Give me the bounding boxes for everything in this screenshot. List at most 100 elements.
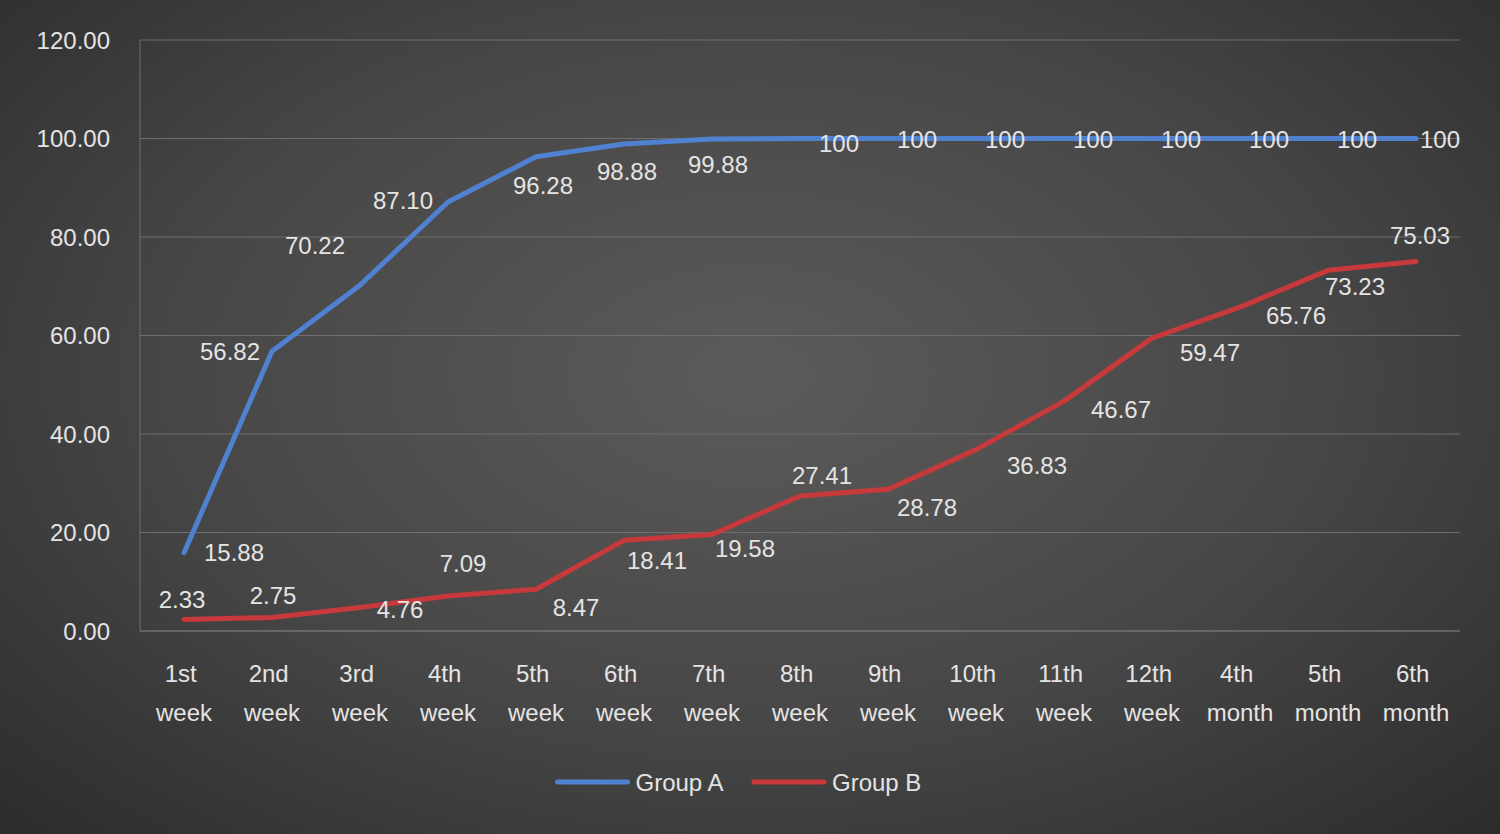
legend-swatch: [558, 780, 628, 785]
data-label: 100: [1249, 126, 1289, 153]
data-label: 65.76: [1266, 302, 1326, 329]
x-tick-label-line: week: [419, 699, 477, 726]
data-label: 18.41: [627, 547, 687, 574]
y-tick-label: 40.00: [50, 421, 110, 448]
data-label: 99.88: [688, 151, 748, 178]
x-tick-label: 9th week: [859, 660, 917, 726]
series-lines: [184, 139, 1416, 620]
grid-line: [140, 532, 1460, 533]
data-label: 87.10: [373, 187, 433, 214]
x-tick-label-line: 4th: [428, 660, 468, 687]
x-tick-label-line: 5th: [516, 660, 556, 687]
data-label: 2.33: [159, 586, 206, 613]
x-tick-label-line: 2nd: [249, 660, 296, 687]
data-label: 8.47: [553, 594, 600, 621]
data-label: 27.41: [792, 462, 852, 489]
x-tick-label-line: month: [1383, 699, 1450, 726]
x-tick-label: 12th week: [1123, 660, 1181, 726]
x-tick-label-line: 4th: [1220, 660, 1260, 687]
x-tick-label-line: 6th: [1396, 660, 1436, 687]
data-label: 36.83: [1007, 452, 1067, 479]
x-tick-label-line: 8th: [780, 660, 820, 687]
x-tick-label: 6th week: [595, 660, 653, 726]
series-line: [184, 139, 1416, 553]
data-label: 100: [1337, 126, 1377, 153]
x-tick-label-line: 3rd: [339, 660, 380, 687]
x-tick-label: 4th month: [1207, 660, 1274, 726]
x-tick-label-line: week: [771, 699, 829, 726]
data-label: 100: [1420, 126, 1460, 153]
data-label: 59.47: [1180, 339, 1240, 366]
grid-line: [140, 631, 1460, 632]
data-label: 73.23: [1325, 273, 1385, 300]
x-tick-label-line: week: [1123, 699, 1181, 726]
x-tick-label: 1st week: [155, 660, 213, 726]
data-label: 100: [1073, 126, 1113, 153]
x-tick-label-line: week: [947, 699, 1005, 726]
data-label: 4.76: [377, 596, 424, 623]
x-tick-label-line: week: [1035, 699, 1093, 726]
x-tick-label-line: week: [331, 699, 389, 726]
data-label: 28.78: [897, 494, 957, 521]
x-tick-label: 6th month: [1383, 660, 1450, 726]
data-label: 2.75: [250, 582, 297, 609]
data-label: 75.03: [1390, 222, 1450, 249]
chart: 0.00 20.00 40.00 60.00 80.00 100.00 120.00 1st …: [0, 0, 1500, 834]
legend: Group A Group B: [558, 769, 922, 796]
x-tick-label: 5th week: [507, 660, 565, 726]
legend-swatch: [754, 780, 824, 785]
x-tick-label: 4th week: [419, 660, 477, 726]
x-tick-label-line: week: [859, 699, 917, 726]
x-tick-label-line: 12th: [1125, 660, 1178, 687]
x-tick-label-line: week: [507, 699, 565, 726]
data-label: 56.82: [200, 338, 260, 365]
x-tick-label: 2nd week: [243, 660, 301, 726]
y-tick-label: 120.00: [37, 27, 110, 54]
data-label: 19.58: [715, 535, 775, 562]
x-tick-label: 8th week: [771, 660, 829, 726]
y-tick-label: 0.00: [63, 618, 110, 645]
x-tick-label-line: 7th: [692, 660, 732, 687]
y-tick-label: 60.00: [50, 322, 110, 349]
data-label: 100: [819, 130, 859, 157]
y-tick-label: 100.00: [37, 125, 110, 152]
grid-line: [140, 40, 1460, 41]
y-tick-label: 80.00: [50, 224, 110, 251]
x-tick-label-line: month: [1295, 699, 1362, 726]
series-line: [184, 261, 1416, 619]
data-label: 100: [985, 126, 1025, 153]
x-tick-label-line: 10th: [949, 660, 1002, 687]
data-label: 15.88: [204, 539, 264, 566]
y-tick-label: 20.00: [50, 519, 110, 546]
x-tick-label: 5th month: [1295, 660, 1362, 726]
x-tick-label: 3rd week: [331, 660, 389, 726]
grid: [140, 40, 1460, 631]
x-tick-label: 11th week: [1035, 660, 1093, 726]
x-tick-label-line: week: [155, 699, 213, 726]
legend-label: Group B: [832, 769, 921, 796]
data-label: 96.28: [513, 172, 573, 199]
x-tick-label: 7th week: [683, 660, 741, 726]
x-tick-label-line: 6th: [604, 660, 644, 687]
x-tick-label-line: week: [243, 699, 301, 726]
page: {"chart_data": {"type": "line", "categor…: [0, 0, 1500, 834]
grid-line: [140, 434, 1460, 435]
x-tick-label-line: week: [683, 699, 741, 726]
y-axis-line: [140, 40, 141, 631]
x-tick-label-line: 9th: [868, 660, 908, 687]
grid-line: [140, 335, 1460, 336]
x-tick-label-line: week: [595, 699, 653, 726]
data-label: 46.67: [1091, 396, 1151, 423]
data-label: 70.22: [285, 232, 345, 259]
data-label: 100: [897, 126, 937, 153]
data-label: 7.09: [440, 550, 487, 577]
data-label: 100: [1161, 126, 1201, 153]
legend-label: Group A: [636, 769, 724, 796]
data-labels: 15.88 56.82 70.22 87.10 96.28 98.88 99.88 100 10…: [159, 126, 1460, 623]
data-label: 98.88: [597, 158, 657, 185]
x-tick-label-line: 5th: [1308, 660, 1348, 687]
x-tick-label: 10th week: [947, 660, 1005, 726]
x-tick-label-line: 1st: [165, 660, 204, 687]
x-tick-label-line: 11th: [1038, 660, 1090, 687]
x-tick-label-line: month: [1207, 699, 1274, 726]
